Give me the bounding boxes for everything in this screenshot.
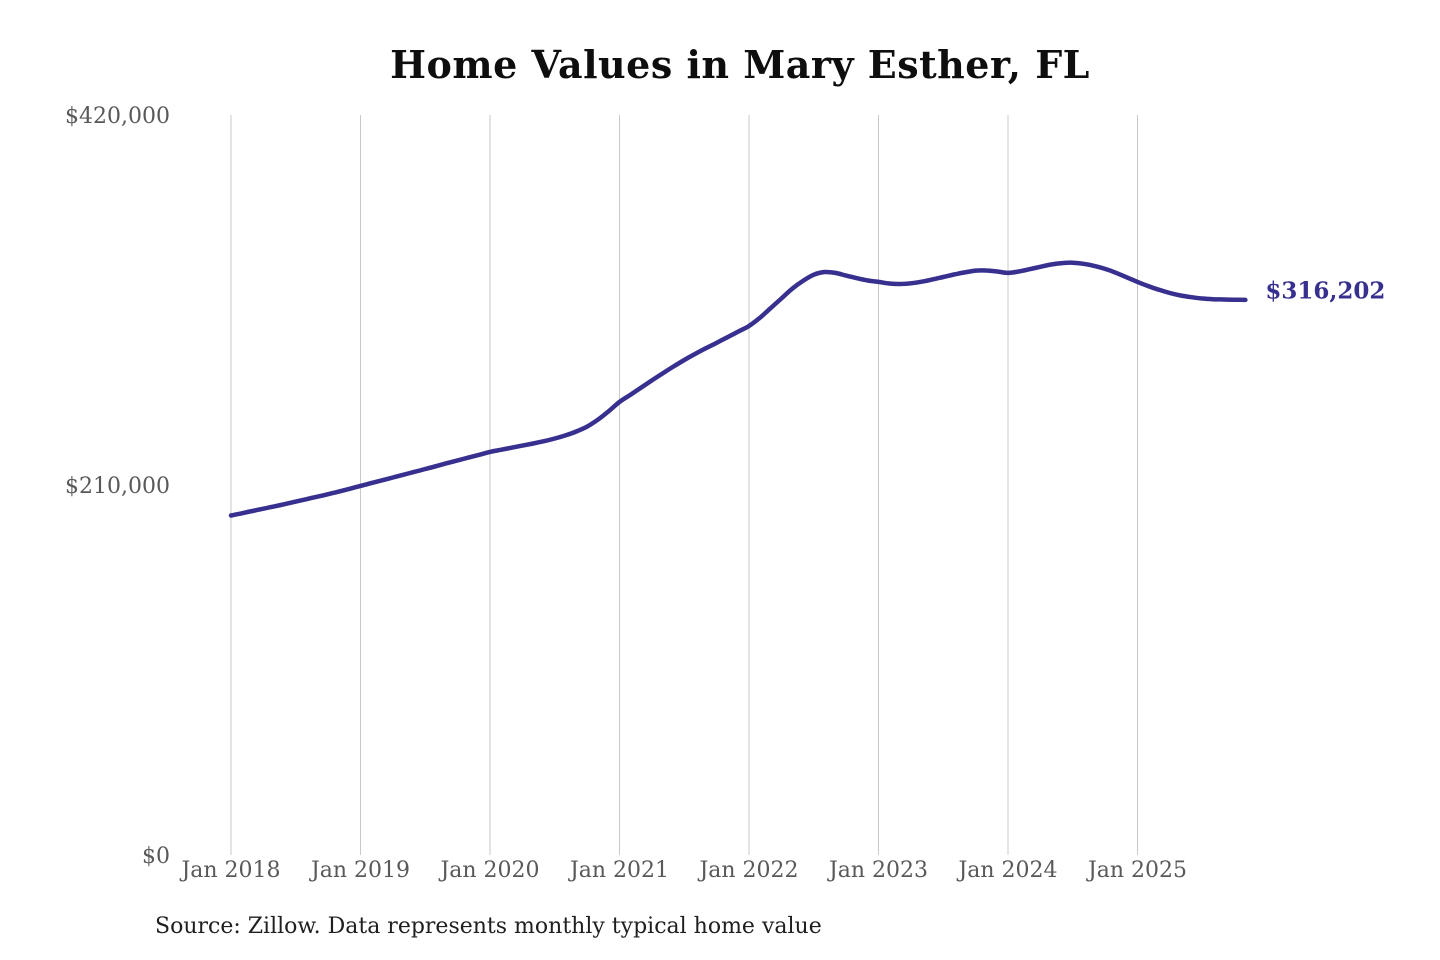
x-axis-label-jan-2021: Jan 2021 <box>569 858 670 883</box>
x-axis-label-jan-2019: Jan 2019 <box>310 858 411 883</box>
x-axis-label-jan-2022: Jan 2022 <box>699 858 799 883</box>
x-axis-label-jan-2018: Jan 2018 <box>181 858 281 883</box>
x-axis-label-jan-2023: Jan 2023 <box>828 858 929 883</box>
home-value-line <box>228 260 1248 518</box>
x-axis-label-jan-2020: Jan 2020 <box>440 858 540 883</box>
x-axis-label-jan-2024: Jan 2024 <box>958 858 1058 883</box>
y-axis-label-0: $0 <box>142 844 170 869</box>
x-axis-label-jan-2025: Jan 2025 <box>1087 858 1188 883</box>
source-note: Source: Zillow. Data represents monthly … <box>155 914 822 939</box>
y-axis-label-210000: $210,000 <box>65 474 170 499</box>
y-axis-label-420000: $420,000 <box>65 104 170 129</box>
current-value-label: $316,202 <box>1265 277 1386 305</box>
chart-title: Home Values in Mary Esther, FL <box>390 42 1090 87</box>
